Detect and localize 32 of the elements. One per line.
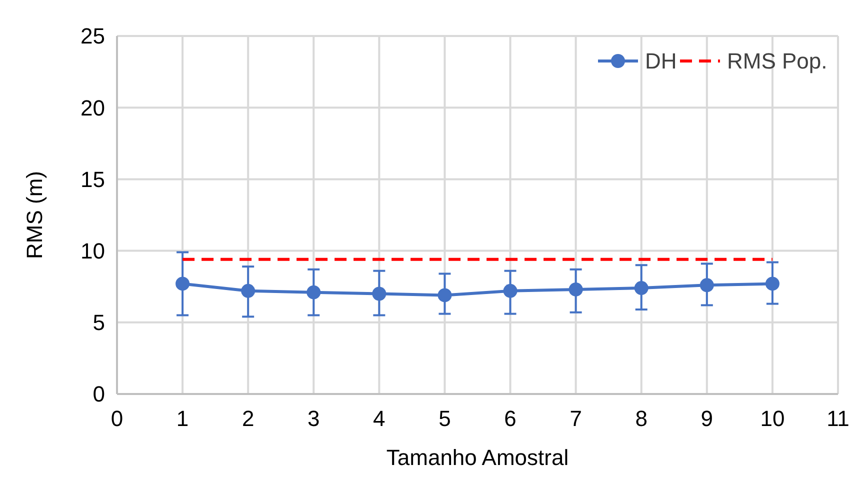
- point: [765, 276, 780, 291]
- y-tick-label: 0: [92, 382, 105, 407]
- point: [241, 284, 256, 298]
- point: [503, 284, 518, 298]
- x-tick-label: 2: [242, 406, 254, 431]
- legend-label: RMS Pop.: [727, 48, 828, 74]
- point: [700, 278, 714, 292]
- point: [176, 276, 190, 291]
- y-tick-label: 25: [80, 24, 105, 49]
- x-tick-label: 4: [373, 406, 386, 431]
- x-axis-title: Tamanho Amostral: [386, 445, 569, 470]
- legend-label: DH: [645, 48, 677, 74]
- x-tick-label: 1: [176, 406, 189, 431]
- point: [568, 282, 583, 296]
- x-tick-label: 9: [700, 406, 714, 431]
- y-axis-title: RMS (m): [22, 171, 47, 259]
- x-tick-label: 6: [504, 406, 516, 431]
- point: [306, 285, 321, 300]
- x-tick-label: 10: [760, 406, 785, 431]
- x-tick-label: 3: [308, 406, 320, 431]
- y-tick-label: 10: [80, 238, 105, 264]
- y-tick-label: 20: [80, 95, 105, 120]
- x-tick-label: 8: [635, 406, 648, 431]
- point: [634, 281, 648, 296]
- point: [372, 286, 386, 301]
- x-tick-label: 7: [570, 406, 582, 431]
- x-tick-label: 5: [438, 406, 451, 431]
- x-tick-label: 11: [826, 406, 850, 431]
- y-tick-label: 5: [92, 310, 105, 336]
- x-tick-label: 0: [110, 406, 124, 431]
- point: [438, 288, 452, 302]
- y-tick-label: 15: [80, 166, 105, 192]
